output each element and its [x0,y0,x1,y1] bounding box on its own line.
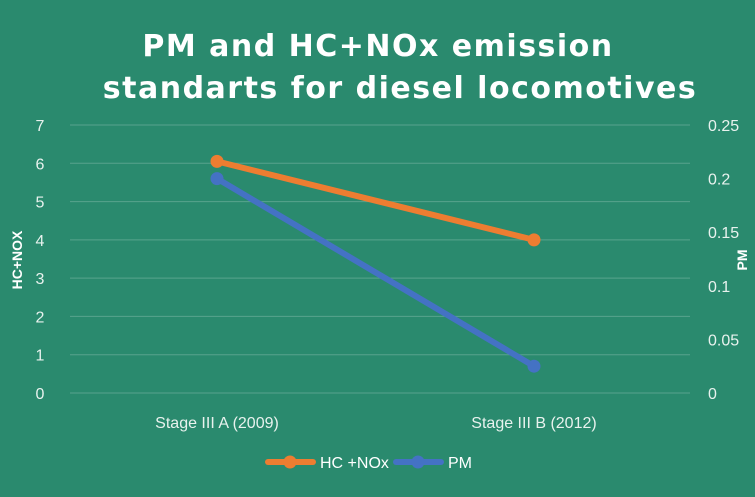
right-tick-label: 0.1 [708,279,730,296]
data-point-pm [527,359,541,373]
x-tick-label: Stage III B (2012) [471,415,596,432]
x-tick-label: Stage III A (2009) [155,415,279,432]
right-tick-label: 0.05 [708,332,739,349]
legend-label-pm: PM [448,455,472,472]
right-tick-label: 0 [708,386,717,403]
gridlines [70,124,690,394]
right-tick-label: 0.15 [708,225,739,242]
series-line-pm [214,175,537,370]
left-tick-label: 2 [36,309,45,326]
left-tick-label: 1 [36,348,45,365]
right-tick-label: 0.25 [708,118,739,135]
data-point-hc-nox [527,233,541,247]
chart-title-line-2: standarts for diesel locomotives [103,71,697,106]
legend-label-hc-nox: HC +NOx [320,455,389,472]
left-tick-label: 7 [36,118,45,135]
data-point-pm [210,172,224,186]
x-axis-ticks: Stage III A (2009) Stage III B (2012) [155,415,597,432]
legend-marker-hc-nox [283,455,297,469]
right-axis-title: PM [734,250,750,271]
left-tick-label: 5 [36,195,45,212]
left-tick-label: 3 [36,271,45,288]
right-axis-ticks: 0 0.05 0.1 0.15 0.2 0.25 [708,118,739,403]
left-tick-label: 6 [36,156,45,173]
data-point-hc-nox [210,154,224,168]
left-axis-title: HC+NOX [9,230,25,289]
legend: HC +NOx PM [265,455,472,472]
legend-marker-pm [411,455,425,469]
left-tick-label: 4 [36,233,45,250]
chart-title-line-1: PM and HC+NOx emission [142,29,613,64]
series-layer [210,154,541,373]
series-line-hc-nox [214,158,537,243]
left-tick-label: 0 [36,386,45,403]
right-tick-label: 0.2 [708,172,730,189]
left-axis-ticks: 0 1 2 3 4 5 6 7 [36,118,45,403]
